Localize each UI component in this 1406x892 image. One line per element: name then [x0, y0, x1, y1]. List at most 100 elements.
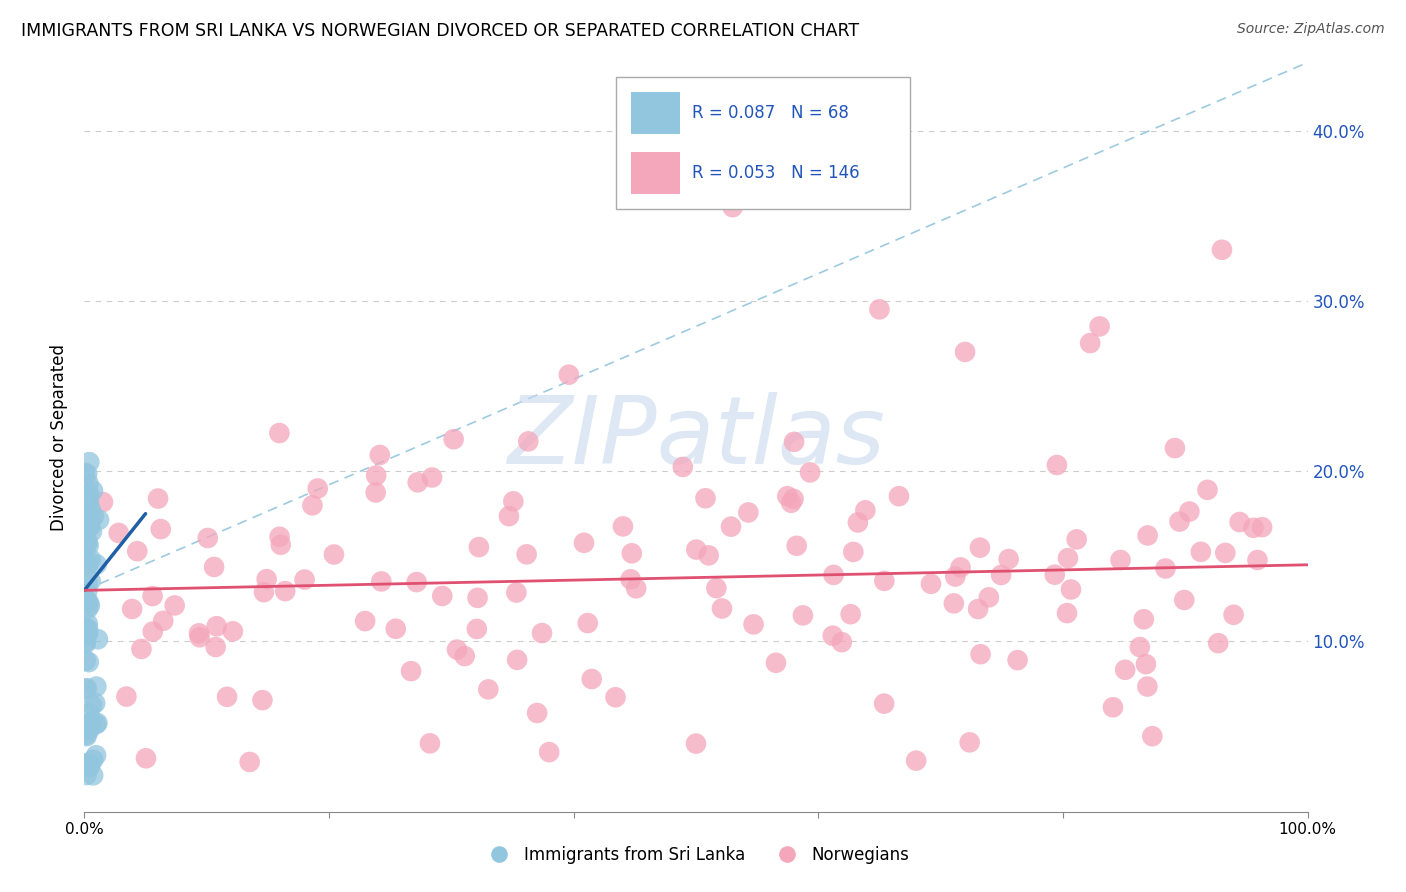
Point	[468, 540, 491, 554]
Point	[1136, 528, 1159, 542]
Point	[83, 509, 105, 524]
Point	[1102, 700, 1125, 714]
Point	[76, 584, 98, 599]
Point	[323, 548, 346, 562]
Point	[1135, 657, 1157, 672]
Point	[1206, 636, 1229, 650]
Point	[1251, 520, 1274, 534]
Point	[782, 491, 804, 506]
Text: R = 0.087   N = 68: R = 0.087 N = 68	[692, 104, 849, 122]
Point	[91, 495, 114, 509]
Point	[76, 497, 98, 511]
Point	[620, 572, 643, 586]
Point	[506, 653, 529, 667]
Point	[526, 706, 548, 720]
Point	[1129, 640, 1152, 654]
Point	[887, 489, 910, 503]
Point	[188, 626, 211, 640]
Point	[1229, 515, 1251, 529]
Point	[188, 630, 211, 644]
Point	[1142, 729, 1164, 743]
Point	[368, 448, 391, 462]
Point	[704, 581, 727, 595]
Point	[274, 584, 297, 599]
Point	[76, 628, 98, 642]
Point	[792, 608, 814, 623]
Point	[776, 489, 799, 503]
Point	[75, 508, 97, 522]
Point	[370, 574, 392, 589]
Point	[786, 539, 808, 553]
Point	[301, 499, 323, 513]
Point	[1088, 319, 1111, 334]
Point	[146, 491, 169, 506]
Point	[79, 757, 101, 772]
Point	[82, 483, 104, 498]
Point	[76, 556, 98, 570]
Point	[77, 601, 100, 615]
Text: Source: ZipAtlas.com: Source: ZipAtlas.com	[1237, 22, 1385, 37]
Point	[949, 560, 972, 574]
Point	[942, 596, 965, 610]
Point	[82, 768, 104, 782]
Point	[75, 592, 97, 607]
Point	[197, 531, 219, 545]
Point	[1178, 504, 1201, 518]
Point	[846, 516, 869, 530]
Point	[80, 513, 103, 527]
Point	[1136, 680, 1159, 694]
Point	[79, 760, 101, 774]
Point	[131, 642, 153, 657]
Point	[839, 607, 862, 622]
Point	[869, 302, 891, 317]
Point	[406, 475, 429, 490]
Point	[720, 519, 742, 533]
Point	[354, 614, 377, 628]
Point	[1066, 533, 1088, 547]
Point	[873, 574, 896, 588]
Point	[1060, 582, 1083, 597]
Point	[905, 754, 928, 768]
Point	[76, 729, 98, 743]
Point	[76, 759, 98, 773]
Point	[82, 698, 104, 713]
Point	[1109, 553, 1132, 567]
Point	[1057, 551, 1080, 566]
Point	[1164, 441, 1187, 455]
Point	[384, 622, 406, 636]
Point	[79, 599, 101, 613]
Point	[115, 690, 138, 704]
Point	[821, 629, 844, 643]
Point	[307, 482, 329, 496]
Point	[75, 509, 97, 524]
Point	[572, 536, 595, 550]
Point	[84, 748, 107, 763]
Point	[73, 756, 96, 771]
Point	[612, 519, 634, 533]
Point	[77, 706, 100, 721]
Point	[502, 494, 524, 508]
Point	[990, 568, 1012, 582]
Point	[467, 591, 489, 605]
Point	[530, 626, 553, 640]
Bar	[631, 153, 681, 194]
Point	[269, 530, 291, 544]
Point	[783, 434, 806, 449]
Point	[624, 582, 647, 596]
Point	[558, 368, 581, 382]
Point	[1046, 458, 1069, 472]
Legend: Immigrants from Sri Lanka, Norwegians: Immigrants from Sri Lanka, Norwegians	[475, 839, 917, 871]
Point	[163, 599, 186, 613]
Point	[79, 716, 101, 731]
Point	[142, 589, 165, 603]
Point	[77, 622, 100, 636]
Point	[76, 487, 98, 501]
Point	[80, 524, 103, 539]
Point	[446, 642, 468, 657]
Point	[73, 517, 96, 532]
Point	[73, 621, 96, 635]
Point	[79, 455, 101, 469]
Point	[420, 470, 443, 484]
Point	[75, 728, 97, 742]
Point	[256, 572, 278, 586]
